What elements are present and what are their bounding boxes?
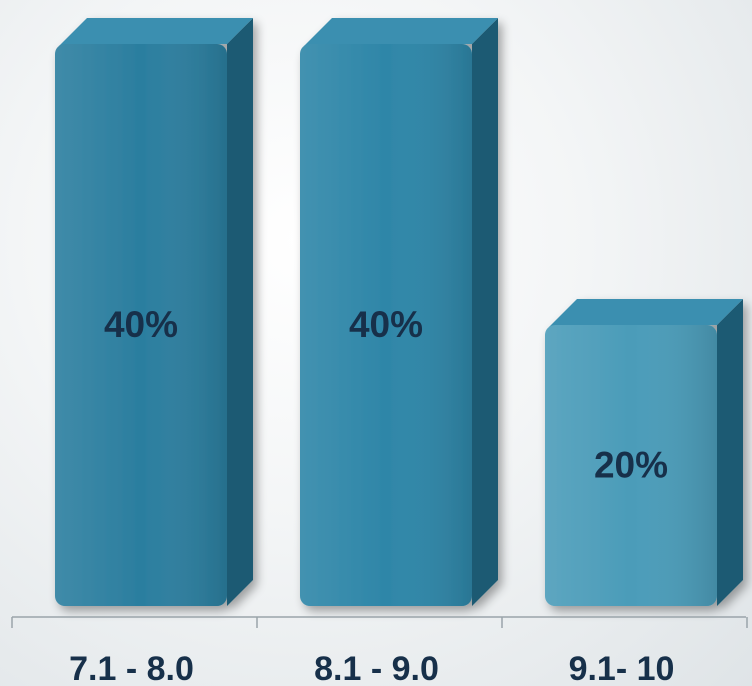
bar-value-label: 40% xyxy=(104,304,178,345)
bar-top-face xyxy=(304,18,498,46)
bar-side-face xyxy=(472,18,498,606)
bar-front-shading xyxy=(545,325,717,606)
bar-front-shading xyxy=(55,44,227,606)
value-labels-group: 40% 40% 20% xyxy=(104,304,668,486)
bars-group xyxy=(55,18,743,606)
bar-value-label: 40% xyxy=(349,304,423,345)
bar xyxy=(300,18,498,606)
bar-side-face xyxy=(227,18,253,606)
x-tick-label: 9.1- 10 xyxy=(569,650,675,686)
bar-value-label: 20% xyxy=(594,445,668,486)
bar-side-face xyxy=(717,299,743,606)
bar xyxy=(545,299,743,606)
x-tick-label: 8.1 - 9.0 xyxy=(314,650,439,686)
x-tick-label: 7.1 - 8.0 xyxy=(69,650,194,686)
x-tick-labels-group: 7.1 - 8.0 8.1 - 9.0 9.1- 10 xyxy=(69,650,674,686)
x-axis-ticks xyxy=(11,617,748,628)
bar-top-face xyxy=(549,299,743,327)
bar-top-face xyxy=(59,18,253,46)
bar-front-shading xyxy=(300,44,472,606)
bar xyxy=(55,18,253,606)
